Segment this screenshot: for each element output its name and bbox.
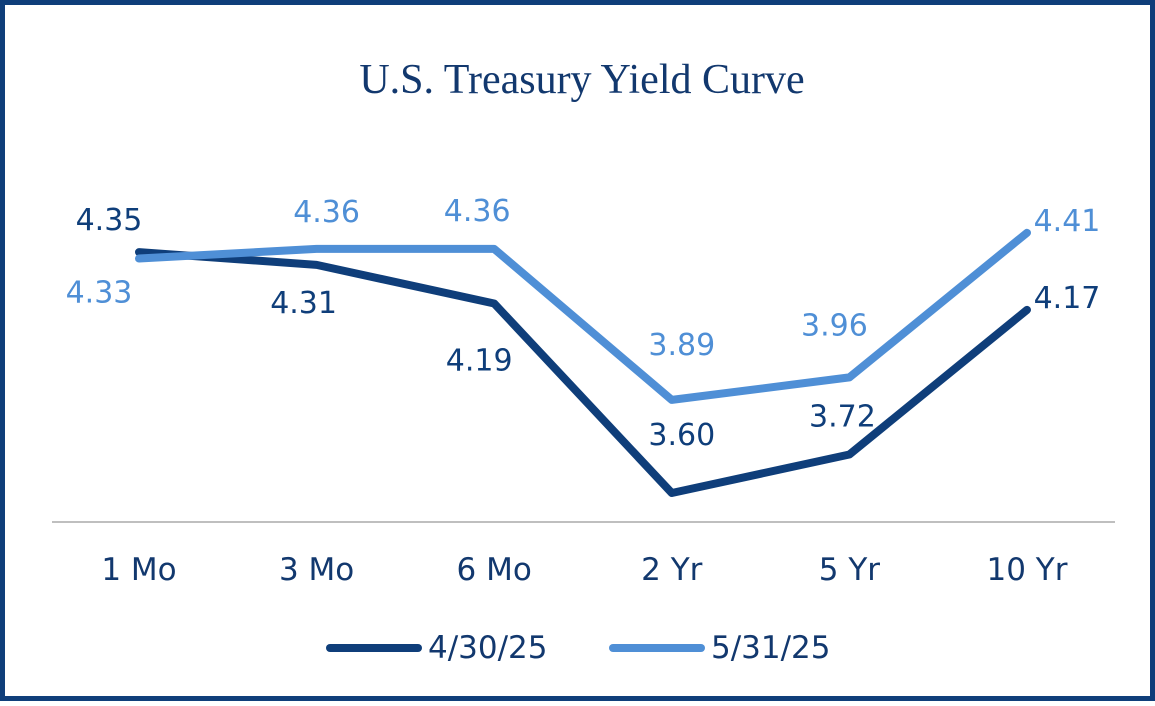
data-label: 4.33 [66, 276, 133, 311]
data-label: 3.72 [809, 399, 876, 434]
series-line-1 [135, 248, 1031, 497]
legend: 4/30/25 5/31/25 [326, 630, 831, 666]
data-label: 4.19 [446, 343, 513, 378]
data-label: 4.36 [444, 194, 511, 229]
data-label: 3.89 [648, 328, 715, 363]
x-tick-label: 10 Yr [987, 552, 1068, 588]
legend-label: 4/30/25 [428, 630, 548, 666]
legend-label: 5/31/25 [711, 630, 831, 666]
data-label: 4.41 [1034, 204, 1101, 239]
data-label: 4.36 [293, 195, 360, 230]
series-line-2 [135, 228, 1031, 404]
data-labels: 4.35 4.31 4.19 3.60 3.72 4.17 4.33 4.36 4.36 3.89… [66, 194, 1101, 453]
series-lines [135, 228, 1031, 497]
x-tick-label: 6 Mo [457, 552, 532, 588]
data-label: 4.31 [270, 286, 337, 321]
x-tick-label: 5 Yr [819, 552, 881, 588]
data-label: 4.17 [1034, 281, 1101, 316]
data-label: 3.60 [648, 418, 715, 453]
x-tick-label: 2 Yr [641, 552, 703, 588]
x-axis-ticks: 1 Mo 3 Mo 6 Mo 2 Yr 5 Yr 10 Yr [101, 552, 1067, 588]
chart-title: U.S. Treasury Yield Curve [359, 57, 804, 103]
x-tick-label: 1 Mo [101, 552, 176, 588]
yield-curve-chart: U.S. Treasury Yield Curve 1 Mo 3 Mo 6 Mo 2 … [52, 57, 1115, 666]
data-label: 4.35 [76, 203, 143, 238]
data-label: 3.96 [801, 308, 868, 343]
x-tick-label: 3 Mo [279, 552, 354, 588]
